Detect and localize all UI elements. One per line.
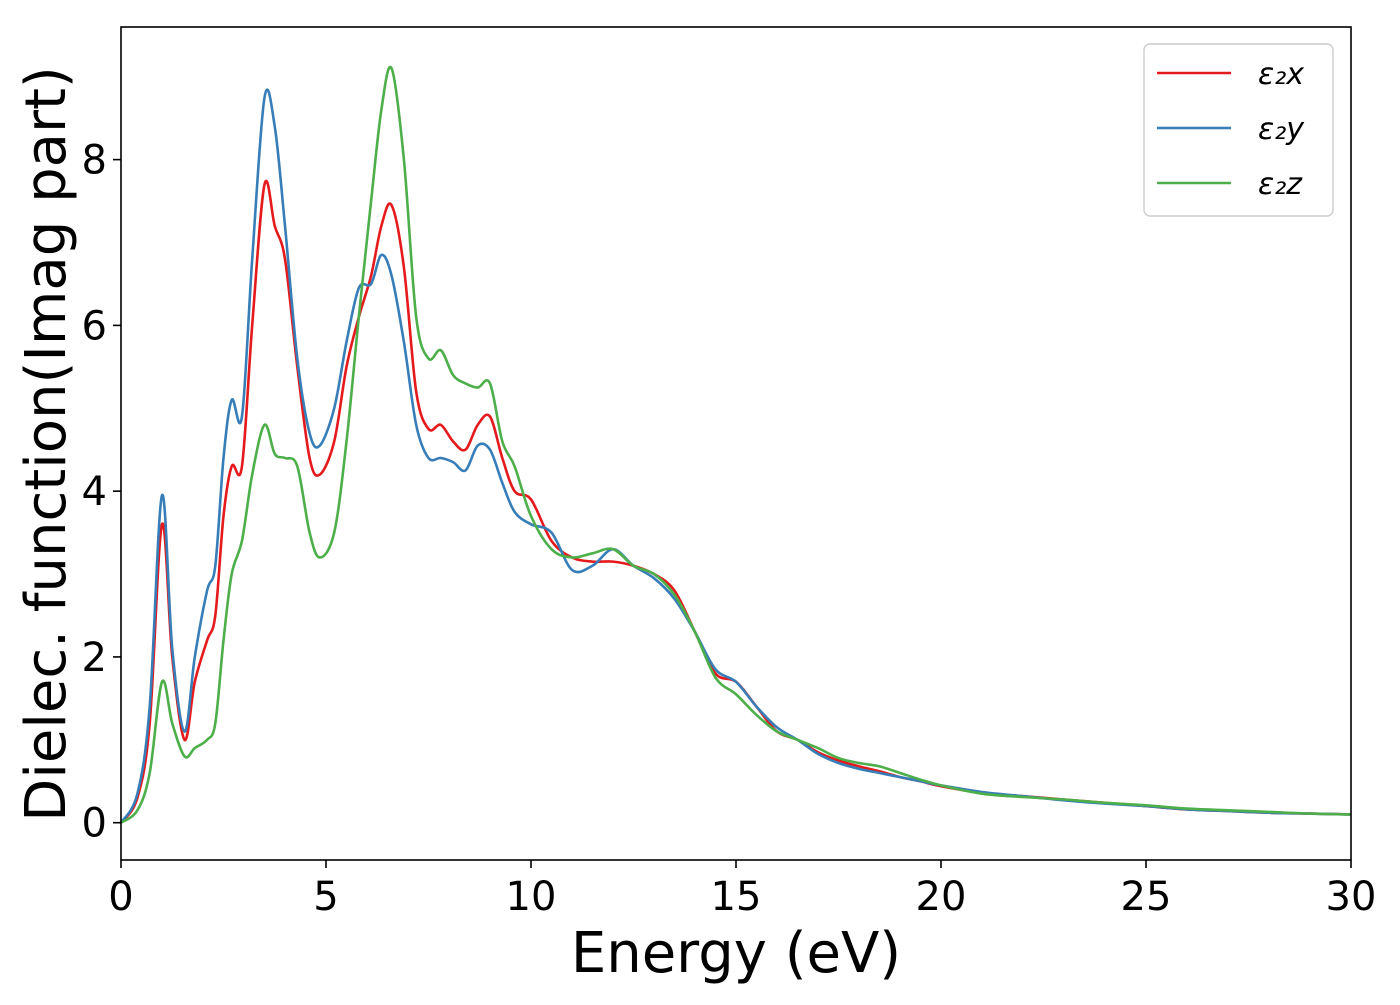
y-tick-label: 4 [82, 469, 107, 515]
legend-label-1: ε₂x [1258, 57, 1304, 92]
series-line-3 [120, 65, 1352, 824]
x-ticks: 0 5 10 15 20 25 30 [108, 860, 1376, 920]
x-tick-label: 5 [313, 874, 338, 920]
y-tick-label: 6 [82, 303, 107, 349]
legend-box [1143, 43, 1334, 217]
x-tick-label: 0 [108, 874, 133, 920]
legend-label-2: ε₂y [1258, 112, 1305, 147]
series-line-2 [119, 88, 1352, 824]
series-layer [119, 65, 1352, 824]
x-tick-label: 10 [506, 874, 557, 920]
x-axis-label: Energy (eV) [571, 921, 901, 986]
y-ticks: 0 2 4 6 8 [82, 138, 121, 847]
y-tick-label: 8 [82, 138, 107, 184]
x-tick-label: 25 [1121, 874, 1172, 920]
x-tick-label: 20 [916, 874, 967, 920]
y-axis-label: Dielec. function(Imag part) [14, 66, 79, 822]
legend-label-3: ε₂z [1258, 167, 1303, 202]
x-tick-label: 30 [1326, 874, 1377, 920]
legend: ε₂x ε₂y ε₂z [1143, 43, 1334, 217]
y-tick-label: 0 [82, 801, 107, 847]
x-tick-label: 15 [711, 874, 762, 920]
y-tick-label: 2 [82, 635, 107, 681]
